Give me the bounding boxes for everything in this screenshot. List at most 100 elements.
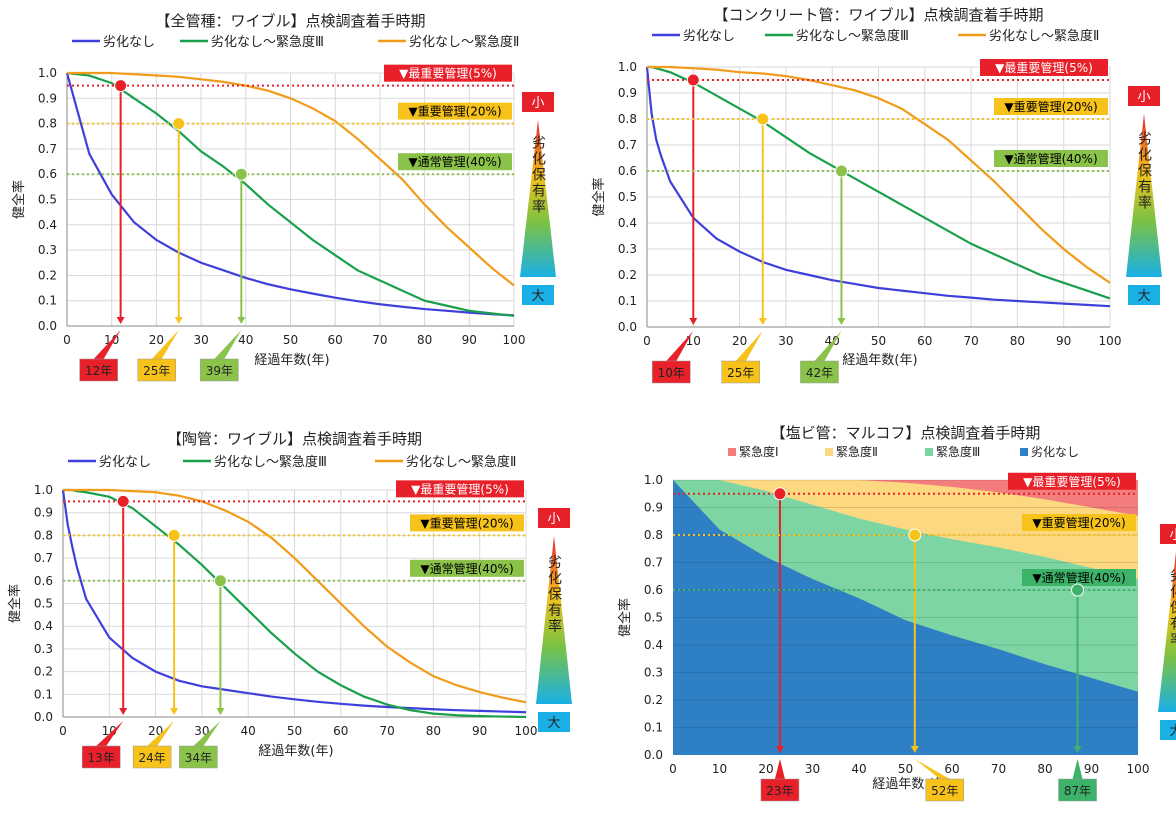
threshold-point	[834, 164, 848, 178]
y-tick-label: 0.0	[38, 319, 57, 333]
year-callout-label: 10年	[658, 366, 685, 380]
y-tick-label: 0.5	[34, 597, 53, 611]
x-tick-label: 60	[917, 334, 932, 348]
y-tick-label: 0.1	[34, 687, 53, 701]
scale-gradient-triangle	[536, 536, 572, 704]
y-axis-label: 健全率	[617, 598, 633, 637]
y-tick-label: 0.6	[618, 164, 637, 178]
y-tick-label: 0.1	[618, 294, 637, 308]
threshold-label: ▼通常管理(40%)	[420, 561, 513, 576]
threshold-label: ▼最重要管理(5%)	[1023, 474, 1121, 489]
y-tick-label: 0.1	[644, 721, 663, 735]
legend-label: 劣化なし	[103, 35, 155, 50]
threshold-label-box	[1022, 569, 1136, 586]
year-callout-label: 34年	[185, 751, 212, 765]
scale-caption: 劣化保有率	[546, 555, 562, 635]
threshold-label: ▼重要管理(20%)	[420, 515, 513, 530]
legend-label: 劣化なし	[1031, 445, 1079, 459]
x-tick-label: 10	[686, 334, 701, 348]
x-tick-label: 100	[1127, 762, 1150, 776]
threshold-arrow-head	[216, 708, 225, 715]
legend-label: 劣化なし～緊急度Ⅱ	[409, 34, 519, 50]
year-callout-box	[652, 360, 691, 384]
x-tick-label: 40	[238, 333, 253, 347]
scale-gradient-triangle	[1158, 552, 1176, 712]
threshold-arrow-head	[837, 318, 846, 325]
threshold-label-box	[384, 64, 512, 82]
year-callout-label: 12年	[85, 364, 112, 378]
year-callout-label: 25年	[143, 364, 170, 378]
y-tick-label: 0.7	[38, 142, 57, 156]
y-tick-label: 0.4	[644, 638, 663, 652]
threshold-arrow-head	[775, 746, 784, 753]
year-callout-pointer	[666, 331, 694, 361]
x-tick-label: 30	[778, 334, 793, 348]
year-callout-label: 39年	[206, 364, 233, 378]
y-tick-label: 0.9	[38, 91, 57, 105]
legend-label: 緊急度Ⅰ	[739, 444, 779, 459]
threshold-label: ▼最重要管理(5%)	[411, 481, 509, 496]
x-tick-label: 10	[712, 762, 727, 776]
scale-bottom-box	[538, 712, 570, 732]
y-tick-label: 0.8	[618, 112, 637, 126]
x-tick-label: 30	[805, 762, 820, 776]
x-tick-label: 40	[241, 724, 256, 738]
y-tick-label: 0.3	[644, 666, 663, 680]
x-tick-label: 20	[758, 762, 773, 776]
legend-label: 劣化なし～緊急度Ⅱ	[989, 28, 1099, 44]
threshold-arrow-head	[1073, 746, 1082, 753]
scale-top-label: 小	[531, 96, 544, 111]
year-callout-pointer	[814, 331, 842, 361]
y-tick-label: 0.2	[644, 693, 663, 707]
year-callout-box	[79, 358, 118, 382]
year-callout-pointer	[735, 331, 763, 361]
year-callout-box	[721, 360, 760, 384]
x-tick-label: 0	[643, 334, 651, 348]
y-tick-label: 0.4	[38, 218, 57, 232]
y-tick-label: 0.9	[34, 506, 53, 520]
y-tick-label: 0.3	[38, 243, 57, 257]
threshold-point	[116, 494, 130, 508]
scale-bottom-label: 大	[547, 716, 560, 731]
threshold-label: ▼通常管理(40%)	[408, 154, 501, 169]
chart-title: 【全管種：ワイブル】点検調査着手時期	[155, 12, 425, 30]
threshold-arrow-head	[119, 708, 128, 715]
y-tick-label: 0.8	[38, 117, 57, 131]
x-tick-label: 90	[1056, 334, 1071, 348]
legend-label: 緊急度Ⅱ	[836, 444, 878, 459]
y-tick-label: 1.0	[644, 473, 663, 487]
x-tick-label: 90	[1084, 762, 1099, 776]
x-axis-label: 経過年数(年)	[254, 353, 329, 368]
y-tick-label: 0.6	[34, 574, 53, 588]
threshold-arrow-head	[689, 318, 698, 325]
year-callout-box	[1058, 778, 1097, 802]
threshold-point	[114, 79, 128, 93]
y-tick-label: 0.6	[38, 167, 57, 181]
threshold-label: ▼通常管理(40%)	[1004, 151, 1097, 166]
y-axis-label: 健全率	[11, 180, 27, 219]
series-line-3	[63, 488, 527, 704]
scale-bottom-box	[1128, 285, 1160, 305]
x-axis-label: 経過年数(年)	[258, 744, 333, 759]
threshold-label-box	[1022, 514, 1136, 531]
y-tick-label: 0.3	[618, 242, 637, 256]
scale-top-box	[522, 92, 554, 112]
y-tick-label: 0.0	[644, 748, 663, 762]
year-callout-pointer	[1072, 759, 1083, 779]
x-tick-label: 20	[148, 724, 163, 738]
y-tick-label: 0.1	[38, 294, 57, 308]
threshold-label-box	[994, 150, 1108, 167]
threshold-point	[773, 487, 787, 501]
threshold-label-box	[994, 98, 1108, 115]
x-tick-label: 100	[503, 333, 526, 347]
x-tick-label: 90	[472, 724, 487, 738]
year-callout-box	[800, 360, 839, 384]
year-callout-box	[760, 778, 800, 802]
scale-bottom-box	[522, 285, 554, 305]
year-callout-label: 25年	[727, 366, 754, 380]
x-tick-label: 0	[63, 333, 71, 347]
scale-bottom-label: 大	[531, 289, 544, 304]
